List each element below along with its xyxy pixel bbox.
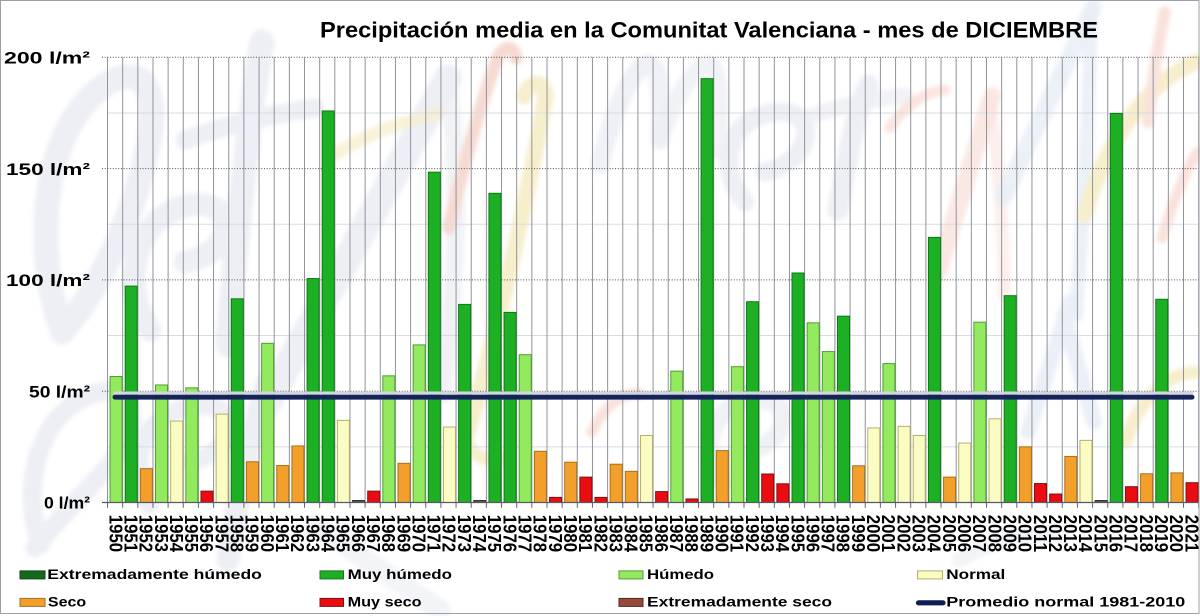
svg-text:1997: 1997 [818,515,838,552]
svg-text:1989: 1989 [696,515,716,552]
svg-text:2005: 2005 [939,515,959,552]
svg-text:1965: 1965 [333,515,353,552]
svg-text:1994: 1994 [772,515,792,553]
svg-text:1980: 1980 [560,515,580,552]
svg-text:2010: 2010 [1015,515,1035,552]
svg-text:1983: 1983 [605,515,625,552]
svg-text:1998: 1998 [833,515,853,552]
svg-text:1961: 1961 [272,515,292,552]
svg-text:2011: 2011 [1030,515,1050,552]
svg-text:1964: 1964 [317,515,337,553]
svg-text:1988: 1988 [681,515,701,552]
svg-text:1967: 1967 [363,515,383,552]
svg-text:1955: 1955 [181,515,201,552]
svg-text:1966: 1966 [348,515,368,552]
svg-text:1959: 1959 [242,515,262,552]
svg-text:2017: 2017 [1121,515,1141,552]
svg-text:1986: 1986 [651,515,671,552]
svg-text:1978: 1978 [530,515,550,552]
svg-text:2009: 2009 [999,515,1019,552]
svg-text:1971: 1971 [424,515,444,552]
svg-text:1981: 1981 [575,515,595,552]
svg-text:1991: 1991 [727,515,747,552]
svg-text:1995: 1995 [787,515,807,552]
svg-text:Extremadamente seco: Extremadamente seco [647,594,832,610]
svg-text:2021: 2021 [1181,515,1200,552]
svg-text:1956: 1956 [196,515,216,552]
svg-text:1979: 1979 [545,515,565,552]
svg-text:2003: 2003 [909,515,929,552]
svg-text:Muy húmedo: Muy húmedo [348,567,453,583]
svg-text:Muy seco: Muy seco [348,594,422,610]
svg-text:1996: 1996 [802,515,822,552]
svg-text:2007: 2007 [969,515,989,552]
svg-text:2015: 2015 [1090,515,1110,552]
svg-text:Normal: Normal [946,567,1005,583]
svg-text:2000: 2000 [863,515,883,552]
svg-text:1982: 1982 [590,515,610,552]
svg-text:1999: 1999 [848,515,868,552]
svg-text:1953: 1953 [151,515,171,552]
svg-text:1985: 1985 [636,515,656,552]
svg-text:Promedio normal 1981-2010: Promedio normal 1981-2010 [946,594,1185,610]
svg-text:1976: 1976 [499,515,519,552]
svg-text:1993: 1993 [757,515,777,552]
svg-text:1960: 1960 [257,515,277,552]
svg-text:1973: 1973 [454,515,474,552]
svg-text:1990: 1990 [712,515,732,552]
svg-text:2016: 2016 [1106,515,1126,552]
svg-text:1974: 1974 [469,515,489,553]
svg-text:Precipitación media en la Comu: Precipitación media en la Comunitat Vale… [320,18,1098,43]
svg-text:2018: 2018 [1136,515,1156,552]
svg-text:150 l/m²: 150 l/m² [6,160,90,179]
svg-text:2006: 2006 [954,515,974,552]
svg-text:2019: 2019 [1151,515,1171,552]
svg-text:50 l/m²: 50 l/m² [29,382,90,401]
svg-text:1958: 1958 [227,515,247,552]
svg-text:1952: 1952 [136,515,156,552]
svg-text:200 l/m²: 200 l/m² [4,49,90,68]
svg-text:1975: 1975 [484,515,504,552]
svg-text:2012: 2012 [1045,515,1065,552]
svg-text:1972: 1972 [439,515,459,552]
svg-text:1969: 1969 [393,515,413,552]
svg-text:1963: 1963 [302,515,322,552]
svg-text:1950: 1950 [105,515,125,552]
svg-text:1984: 1984 [621,515,641,553]
svg-text:1992: 1992 [742,515,762,552]
svg-text:Seco: Seco [48,594,87,610]
svg-text:2001: 2001 [878,515,898,552]
svg-text:100 l/m²: 100 l/m² [6,271,90,290]
svg-text:1968: 1968 [378,515,398,552]
svg-text:2014: 2014 [1075,515,1095,553]
svg-text:2020: 2020 [1166,515,1186,552]
svg-text:1954: 1954 [166,515,186,553]
svg-text:Extremadamente húmedo: Extremadamente húmedo [47,567,262,583]
svg-text:2002: 2002 [893,515,913,552]
svg-text:1970: 1970 [408,515,428,552]
svg-text:2013: 2013 [1060,515,1080,552]
svg-text:1957: 1957 [211,515,231,552]
svg-text:2008: 2008 [984,515,1004,552]
svg-text:0 l/m²: 0 l/m² [44,494,90,513]
svg-text:2004: 2004 [924,515,944,553]
svg-text:1987: 1987 [666,515,686,552]
svg-text:Húmedo: Húmedo [647,567,714,583]
svg-text:1951: 1951 [120,515,140,552]
svg-text:1977: 1977 [514,515,534,552]
svg-text:1962: 1962 [287,515,307,552]
